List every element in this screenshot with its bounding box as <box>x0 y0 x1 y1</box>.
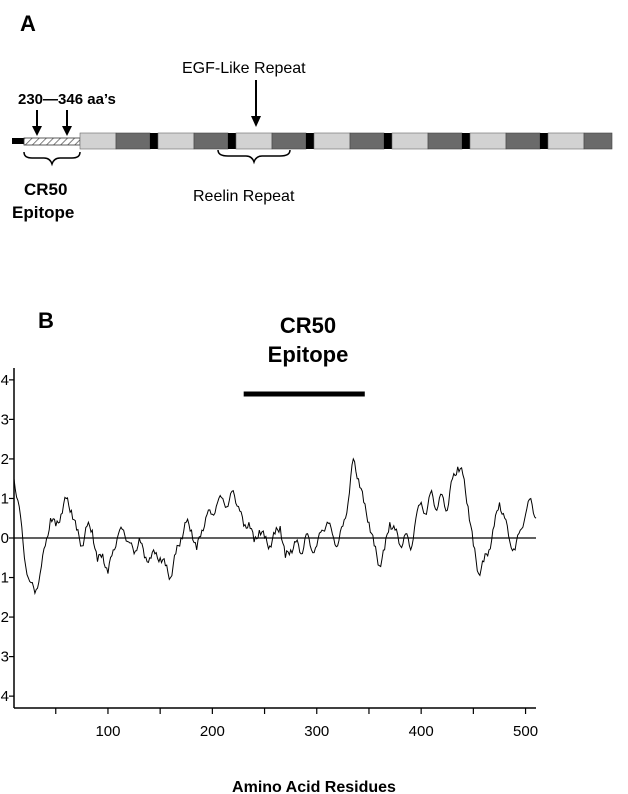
hydropathy-chart: 4 3 2 1 0 1 2 3 4 100 200 300 400 500 <box>1 368 538 740</box>
range-start-arrow <box>32 110 42 136</box>
epitope-label-line1: CR50 <box>24 180 67 199</box>
repeat-subdomain-dark <box>349 132 385 150</box>
y-tick-label: 2 <box>1 609 9 626</box>
y-tick-label: 3 <box>1 411 9 428</box>
repeat-subdomain-light <box>469 132 507 150</box>
x-tick-label: 200 <box>200 723 225 740</box>
repeat-subdomain-dark <box>505 132 541 150</box>
y-tick-label: 3 <box>1 649 9 666</box>
repeat-subdomain-dark <box>427 132 463 150</box>
range-end-arrow <box>62 110 72 136</box>
repeat-subdomain-light <box>547 132 585 150</box>
y-tick-label: 4 <box>1 688 9 705</box>
chart-epitope-title-line1: CR50 <box>280 313 336 338</box>
epitope-hatched-segment <box>23 137 81 146</box>
repeat-subdomain-dark <box>115 132 151 150</box>
repeat-subdomain-dark <box>271 132 307 150</box>
x-tick-label: 500 <box>513 723 538 740</box>
egf-label: EGF-Like Repeat <box>182 60 306 77</box>
egf-like-repeat <box>462 133 470 149</box>
y-tick-label: 0 <box>1 530 9 547</box>
egf-like-repeat <box>384 133 392 149</box>
reelin-brace <box>217 149 291 165</box>
panel-a-letter: A <box>20 11 36 36</box>
x-axis-label: Amino Acid Residues <box>232 779 396 794</box>
y-tick-label: 4 <box>1 372 9 389</box>
chart-epitope-title-line2: Epitope <box>268 342 349 367</box>
hydropathy-series-line <box>13 457 537 596</box>
epitope-brace <box>23 151 81 167</box>
y-tick-label: 1 <box>1 490 9 507</box>
repeat-subdomain-light <box>157 132 195 150</box>
repeat-subdomain-dark <box>193 132 229 150</box>
reelin-label: Reelin Repeat <box>193 188 295 205</box>
n-terminal-segment <box>12 138 24 144</box>
egf-like-repeat <box>150 133 158 149</box>
y-tick-label: 2 <box>1 451 9 468</box>
x-tick-label: 300 <box>304 723 329 740</box>
egf-like-repeat <box>540 133 548 149</box>
epitope-label-line2: Epitope <box>12 203 74 222</box>
range-label: 230—346 aa’s <box>18 91 116 108</box>
repeat-subdomain-light <box>235 132 273 150</box>
panel-b-letter: B <box>38 308 54 333</box>
egf-arrow <box>251 80 261 127</box>
y-tick-label: 1 <box>1 570 9 587</box>
egf-like-repeat <box>306 133 314 149</box>
egf-like-repeat <box>228 133 236 149</box>
repeat-subdomain-dark <box>583 132 613 150</box>
x-tick-label: 100 <box>95 723 120 740</box>
panel-a: A 230—346 aa’s EGF-Like Repeat Reelin Re… <box>12 11 613 222</box>
protein-domain-bar <box>12 132 613 150</box>
x-tick-label: 400 <box>409 723 434 740</box>
repeat-subdomain-light <box>391 132 429 150</box>
repeat-subdomain-light <box>313 132 351 150</box>
repeat-subdomain-light <box>79 132 117 150</box>
